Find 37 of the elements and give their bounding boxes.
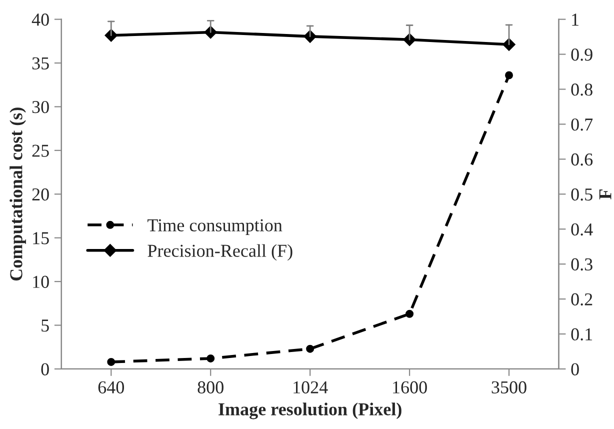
y2-tick-label: 0.2 xyxy=(571,293,592,306)
x-tick-label: 800 xyxy=(198,381,224,394)
y-tick-label: 5 xyxy=(42,320,49,332)
y2-tick-label: 0.4 xyxy=(571,223,593,236)
y-tick-label: 35 xyxy=(32,57,49,70)
y-tick-label: 40 xyxy=(32,14,49,26)
point xyxy=(403,33,416,46)
x-axis-title: Image resolution (Pixel) xyxy=(218,402,402,420)
y2-tick-label: 0.6 xyxy=(571,153,593,166)
y-tick-label: 15 xyxy=(33,232,49,244)
y2-tick-label: 0.8 xyxy=(571,83,592,96)
x-tick-label: 3500 xyxy=(492,381,526,394)
point xyxy=(505,71,513,80)
point xyxy=(502,38,516,51)
y-tick-label: 30 xyxy=(32,100,49,114)
legend-label: Precision-Recall (F) xyxy=(148,244,292,261)
y2-tick-label: 0.1 xyxy=(571,328,592,340)
y2-tick-label: 1 xyxy=(572,14,578,26)
x-tick-label: 1600 xyxy=(393,381,427,394)
y-tick-label: 0 xyxy=(41,363,49,376)
x-tick-label: 640 xyxy=(98,381,124,394)
y2-tick-label: 0 xyxy=(571,363,579,376)
y2-axis-title: F xyxy=(599,189,612,200)
y-tick-label: 20 xyxy=(32,188,49,201)
y-tick-label: 25 xyxy=(32,144,49,157)
point xyxy=(406,310,414,318)
y-tick-label: 10 xyxy=(33,276,49,288)
x-tick-label: 1024 xyxy=(294,381,328,394)
point xyxy=(206,354,215,362)
point xyxy=(306,344,314,353)
point xyxy=(107,358,116,366)
legend-label: Time consumption xyxy=(148,219,282,236)
y2-tick-label: 0.3 xyxy=(571,258,592,271)
y-axis-title: Computational cost (s) xyxy=(10,108,26,281)
y2-tick-label: 0.9 xyxy=(571,48,592,61)
y2-tick-label: 0.5 xyxy=(571,188,592,201)
y2-tick-label: 0.7 xyxy=(571,118,593,131)
